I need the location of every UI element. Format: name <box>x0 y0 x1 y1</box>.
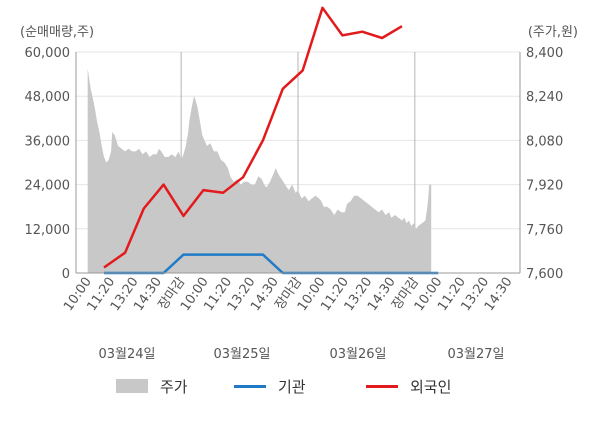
right-tick-label: 8,080 <box>526 134 563 149</box>
left-unit-label: (순매매량,주) <box>20 25 94 40</box>
right-unit-label: (주가,원) <box>528 25 578 40</box>
legend-swatch-foreign <box>366 384 398 388</box>
x-axis-ticks: 10:0011:2013:2014:30장마감10:0011:2013:2014… <box>61 275 515 314</box>
date-label: 03월25일 <box>213 347 270 362</box>
price-area <box>87 68 432 273</box>
date-label: 03월26일 <box>329 347 386 362</box>
left-tick-label: 60,000 <box>25 46 71 61</box>
legend-swatch-institution <box>234 384 266 388</box>
right-tick-label: 7,760 <box>526 223 563 238</box>
foreign-line <box>103 6 403 269</box>
legend-item-institution: 기관 <box>234 372 306 400</box>
left-tick-label: 0 <box>62 267 70 282</box>
legend-item-foreign: 외국인 <box>366 372 451 400</box>
left-axis-ticks: 60,000 48,000 36,000 24,000 12,000 0 <box>25 46 71 282</box>
legend-swatch-price <box>116 379 148 393</box>
left-tick-label: 12,000 <box>25 223 71 238</box>
legend-label-foreign: 외국인 <box>410 377 452 396</box>
right-tick-label: 8,240 <box>526 90 563 105</box>
right-tick-label: 8,400 <box>526 46 563 61</box>
left-tick-label: 36,000 <box>25 134 71 149</box>
legend-item-price: 주가 <box>116 372 188 400</box>
right-axis-ticks: 8,400 8,240 8,080 7,920 7,760 7,600 <box>526 46 563 282</box>
left-tick-label: 48,000 <box>25 90 71 105</box>
legend-label-price: 주가 <box>160 377 188 396</box>
date-labels: 03월24일 03월25일 03월26일 03월27일 <box>98 347 504 362</box>
right-tick-label: 7,920 <box>526 179 563 194</box>
left-tick-label: 24,000 <box>25 179 71 194</box>
legend-label-institution: 기관 <box>278 377 306 396</box>
date-label: 03월27일 <box>447 347 504 362</box>
price-area-layer <box>87 68 432 273</box>
legend: 주가 기관 외국인 <box>0 372 600 400</box>
right-tick-label: 7,600 <box>526 267 563 282</box>
date-label: 03월24일 <box>98 347 155 362</box>
axis-layer <box>75 52 521 274</box>
